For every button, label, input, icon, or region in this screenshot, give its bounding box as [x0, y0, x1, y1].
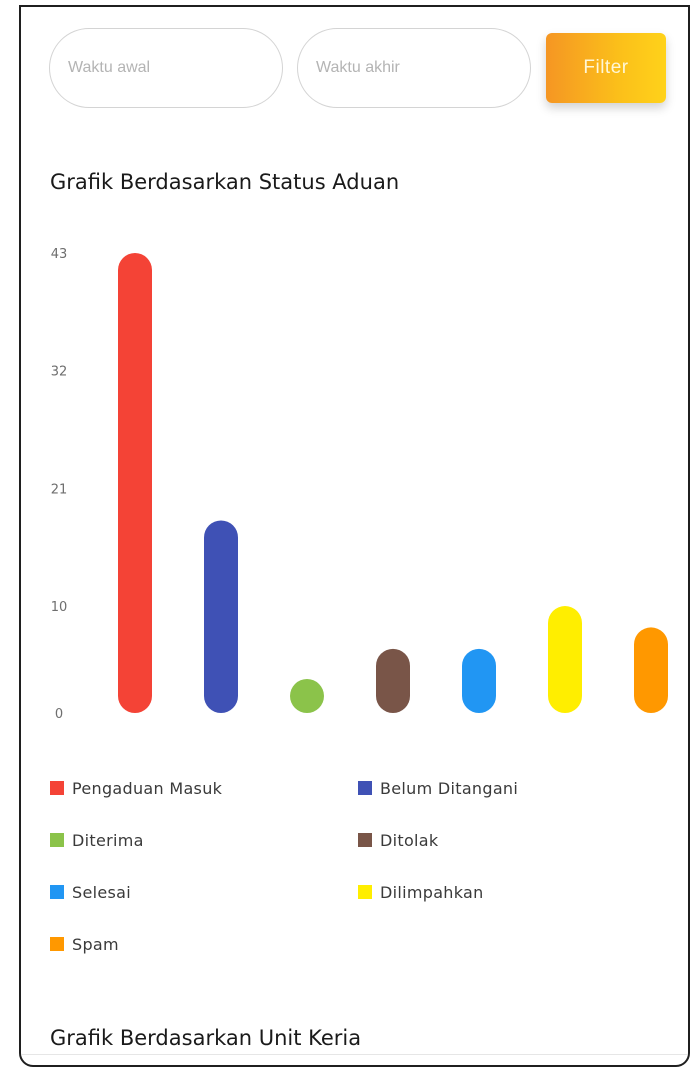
bar-diterima — [290, 679, 324, 713]
y-tick-label: 32 — [51, 365, 68, 380]
legend-swatch — [358, 781, 372, 795]
y-tick-label: 43 — [51, 247, 68, 262]
legend-label: Dilimpahkan — [380, 882, 484, 902]
legend-swatch — [358, 833, 372, 847]
bar-series — [118, 253, 668, 713]
legend-label: Ditolak — [380, 830, 439, 850]
legend-item-spam: Spam — [50, 933, 119, 955]
legend-label: Belum Ditangani — [380, 778, 519, 798]
legend-swatch — [50, 885, 64, 899]
legend-item-ditolak: Ditolak — [358, 829, 438, 851]
y-axis-ticks: 0 10 21 32 43 — [51, 247, 68, 722]
legend-swatch — [50, 833, 64, 847]
chart-legend: Pengaduan Masuk Belum Ditangani Diterima Di… — [50, 777, 670, 977]
start-date-input[interactable] — [49, 28, 283, 108]
legend-item-dilimpahkan: Dilimpahkan — [358, 881, 484, 903]
legend-label: Diterima — [72, 830, 144, 850]
end-date-input[interactable] — [297, 28, 531, 108]
bar-belum-ditangani — [204, 520, 238, 713]
unit-chart-title: Grafik Berdasarkan Unit Keria — [50, 1026, 362, 1050]
legend-label: Selesai — [72, 882, 131, 902]
y-tick-label: 21 — [51, 482, 68, 497]
legend-swatch — [50, 937, 64, 951]
bar-spam — [634, 627, 668, 713]
legend-item-selesai: Selesai — [50, 881, 131, 903]
legend-swatch — [358, 885, 372, 899]
y-tick-label: 0 — [55, 707, 63, 722]
bar-selesai — [462, 648, 496, 713]
filter-button[interactable]: Filter — [546, 33, 666, 103]
y-tick-label: 10 — [51, 600, 68, 615]
legend-item-belum-ditangani: Belum Ditangani — [358, 777, 518, 799]
bar-dilimpahkan — [548, 606, 582, 713]
legend-item-diterima: Diterima — [50, 829, 144, 851]
status-chart-title: Grafik Berdasarkan Status Aduan — [50, 170, 400, 194]
legend-label: Pengaduan Masuk — [72, 778, 223, 798]
status-bar-chart: 0 10 21 32 43 — [51, 247, 668, 722]
card-bottom-edge — [21, 1054, 688, 1065]
legend-label: Spam — [72, 934, 119, 954]
legend-item-pengaduan-masuk: Pengaduan Masuk — [50, 777, 222, 799]
bar-pengaduan-masuk — [118, 253, 152, 713]
bar-ditolak — [376, 648, 410, 713]
legend-swatch — [50, 781, 64, 795]
dashboard-card: Filter Grafik Berdasarkan Status Aduan 0… — [19, 5, 690, 1067]
